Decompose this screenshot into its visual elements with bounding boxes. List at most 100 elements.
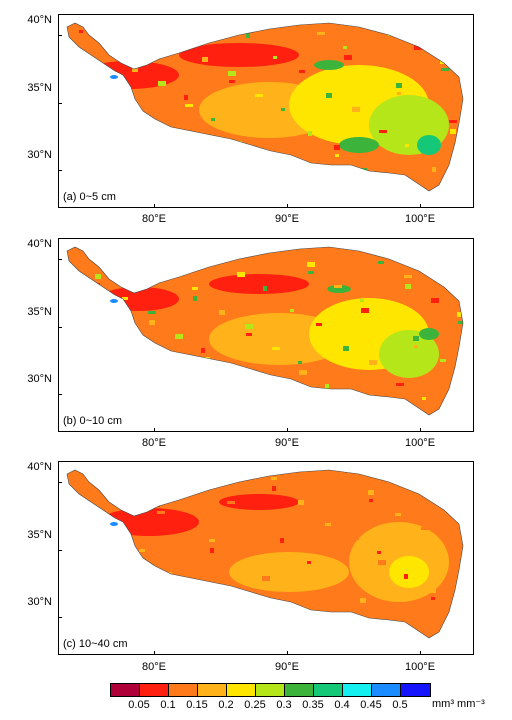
moisture-speckle — [237, 272, 245, 277]
moisture-speckle — [86, 512, 90, 517]
moisture-speckle — [387, 182, 395, 185]
plateau-boundary — [66, 22, 464, 192]
moisture-speckle — [379, 130, 387, 133]
moisture-speckle — [175, 334, 183, 339]
tick-mark — [154, 651, 155, 655]
moisture-speckle — [324, 514, 332, 519]
moisture-speckle — [457, 611, 463, 614]
moisture-speckle — [396, 383, 404, 386]
lake-marker — [110, 299, 118, 303]
moisture-speckle — [105, 44, 111, 47]
moisture-speckle — [237, 132, 243, 135]
legend-swatch — [256, 684, 285, 696]
moisture-speckle — [184, 395, 190, 398]
moisture-speckle — [280, 538, 284, 543]
moisture-speckle — [396, 83, 402, 88]
tick-mark — [420, 651, 421, 655]
legend-swatch — [169, 684, 198, 696]
moisture-speckle — [414, 345, 418, 348]
moisture-speckle — [281, 108, 285, 111]
colorbar-unit: mm³ mm⁻³ — [432, 698, 485, 710]
moisture-speckle — [421, 527, 429, 530]
moisture-speckle — [87, 82, 91, 85]
moisture-speckle — [439, 489, 443, 492]
moisture-speckle — [140, 119, 146, 124]
moisture-speckle — [94, 564, 98, 569]
moisture-speckle — [228, 71, 236, 76]
moisture-speckle — [174, 624, 180, 629]
soil-moisture-field — [67, 470, 463, 638]
plateau-boundary — [66, 469, 464, 639]
moisture-speckle — [95, 274, 101, 279]
moisture-speckle — [431, 298, 439, 303]
moisture-speckle — [272, 486, 276, 491]
moisture-speckle — [210, 409, 218, 412]
moisture-speckle — [307, 561, 311, 564]
moisture-speckle — [246, 333, 252, 336]
moisture-speckle — [157, 511, 165, 514]
lake-marker — [110, 522, 118, 526]
panel-label-c: (c) 10~40 cm — [63, 638, 128, 650]
moisture-speckle — [413, 635, 421, 638]
moisture-speckle — [201, 487, 207, 490]
moisture-speckle — [342, 636, 346, 638]
moisture-speckle — [449, 260, 453, 265]
legend-label: 0.05 — [128, 699, 150, 711]
ytick-40n-b: 40°N — [27, 238, 52, 250]
moisture-speckle — [185, 104, 193, 107]
moisture-speckle — [245, 623, 249, 626]
legend-label: 0.45 — [360, 699, 382, 711]
moisture-speckle — [113, 396, 121, 401]
moisture-speckle — [413, 336, 419, 341]
moisture-speckle — [361, 308, 369, 313]
moisture-speckle — [263, 286, 267, 291]
moisture-speckle — [352, 107, 360, 112]
moisture-speckle — [397, 92, 401, 95]
ytick-40n-a: 40°N — [27, 14, 52, 26]
soil-moisture-field — [67, 23, 463, 191]
moisture-speckle — [351, 537, 359, 540]
moisture-speckle — [149, 320, 155, 325]
moisture-patch — [209, 274, 309, 294]
moisture-speckle — [123, 166, 131, 169]
moisture-patch — [179, 43, 299, 67]
moisture-speckle — [255, 394, 259, 399]
moisture-speckle — [96, 143, 104, 148]
moisture-speckle — [449, 120, 457, 123]
moisture-speckle — [122, 157, 126, 162]
xtick-80e-c: 80°E — [142, 661, 166, 673]
moisture-speckle — [132, 67, 138, 72]
moisture-speckle — [316, 323, 322, 326]
moisture-speckle — [140, 259, 148, 262]
moisture-speckle — [192, 287, 198, 290]
moisture-speckle — [165, 563, 173, 566]
moisture-speckle — [370, 69, 374, 74]
colorbar-legend — [110, 683, 431, 697]
legend-swatch — [227, 684, 256, 696]
moisture-speckle — [176, 43, 180, 48]
moisture-patch — [417, 135, 441, 155]
legend-swatch — [401, 684, 430, 696]
moisture-patch — [314, 60, 344, 70]
moisture-speckle — [149, 180, 153, 183]
moisture-speckle — [289, 599, 297, 602]
moisture-speckle — [229, 80, 235, 83]
moisture-speckle — [167, 142, 173, 145]
tick-mark — [58, 617, 62, 618]
legend-swatch — [343, 684, 372, 696]
moisture-speckle — [112, 526, 118, 531]
moisture-speckle — [114, 105, 118, 110]
moisture-speckle — [220, 179, 228, 184]
moisture-speckle — [264, 155, 270, 160]
moisture-speckle — [343, 346, 349, 351]
ytick-35n-a: 35°N — [27, 82, 52, 94]
moisture-speckle — [369, 360, 377, 365]
moisture-speckle — [404, 574, 408, 579]
moisture-speckle — [273, 56, 277, 59]
tick-mark — [154, 428, 155, 432]
lake-marker — [110, 75, 118, 79]
moisture-speckle — [369, 499, 373, 502]
tick-mark — [58, 103, 62, 104]
moisture-speckle — [272, 347, 280, 350]
moisture-speckle — [121, 587, 125, 590]
